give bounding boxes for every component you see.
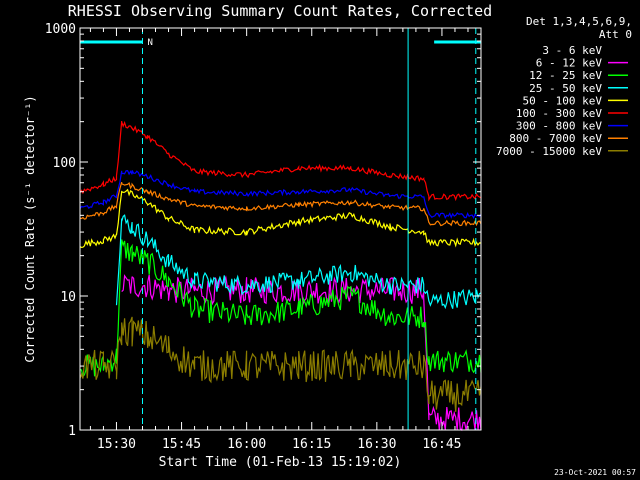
x-tick-label: 15:45 <box>162 437 201 452</box>
chart-title: RHESSI Observing Summary Count Rates, Co… <box>68 2 492 20</box>
y-tick-label: 1 <box>68 424 76 439</box>
flag-label: N <box>147 38 152 48</box>
legend-label: 6 - 12 keV <box>536 57 603 70</box>
y-axis: 1 10 100 1000 <box>45 22 481 439</box>
series-line-50-100-keV <box>79 188 482 249</box>
x-tick-label: 16:00 <box>227 437 266 452</box>
legend-header-line-2: Att 0 <box>599 28 632 41</box>
legend-label: 50 - 100 keV <box>523 94 603 107</box>
series-line-800-7000-keV <box>79 181 482 227</box>
legend-label: 12 - 25 keV <box>529 69 602 82</box>
y-tick-label: 10 <box>60 290 76 305</box>
x-axis-label: Start Time (01-Feb-13 15:19:02) <box>159 455 402 470</box>
legend-label: 3 - 6 keV <box>542 44 602 57</box>
series-line-7000-15000-keV <box>79 316 482 412</box>
x-tick-label: 15:30 <box>97 437 136 452</box>
legend-label: 25 - 50 keV <box>529 82 602 95</box>
x-axis: 15:30 15:45 16:00 16:15 16:30 16:45 <box>89 28 482 452</box>
x-tick-label: 16:15 <box>292 437 331 452</box>
series-line-100-300-keV <box>79 120 482 202</box>
series-line-300-800-keV <box>79 169 482 220</box>
x-tick-label: 16:30 <box>357 437 396 452</box>
legend-label: 800 - 7000 keV <box>509 132 602 145</box>
legend-label: 7000 - 15000 keV <box>496 145 602 158</box>
y-tick-label: 1000 <box>45 22 76 37</box>
legend-label: 300 - 800 keV <box>516 120 602 133</box>
y-axis-label: Corrected Count Rate (s⁻¹ detector⁻¹) <box>23 95 37 362</box>
legend-header-line-1: Det 1,3,4,5,6,9, <box>526 15 632 28</box>
series-traces <box>79 120 482 432</box>
legend-label: 100 - 300 keV <box>516 107 602 120</box>
series-line-6-12-keV <box>121 274 482 432</box>
x-tick-label: 16:45 <box>422 437 461 452</box>
series-line-25-50-keV <box>115 214 482 310</box>
plot-frame <box>79 27 482 431</box>
series-line-12-25-keV <box>79 239 482 378</box>
generated-timestamp: 23-Oct-2021 00:57 <box>554 468 636 477</box>
y-tick-label: 100 <box>53 156 76 171</box>
